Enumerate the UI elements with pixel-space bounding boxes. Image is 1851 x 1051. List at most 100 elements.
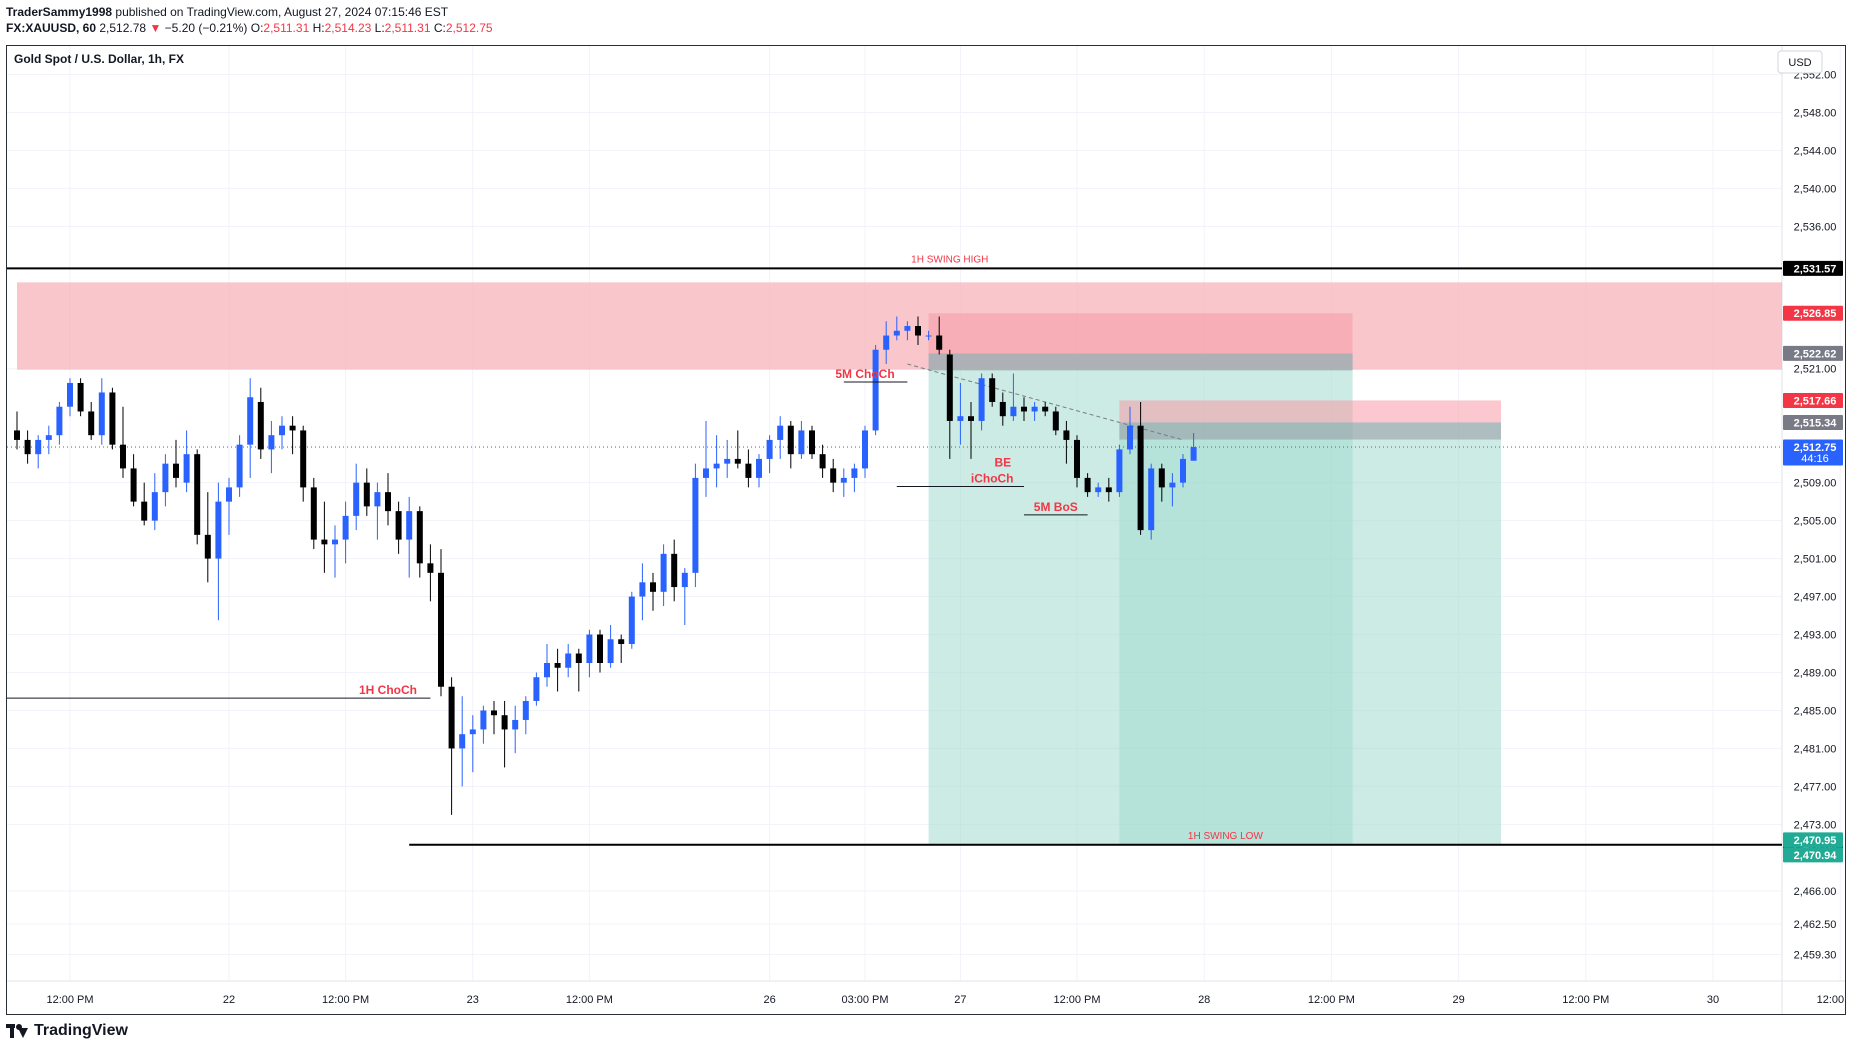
price-tags: 2,531.572,470.852,526.852,522.622,517.66… xyxy=(1783,260,1843,863)
candle-body xyxy=(1180,458,1186,483)
candle-body xyxy=(999,401,1006,417)
candle-body xyxy=(597,634,603,664)
candle-body xyxy=(1137,425,1144,531)
candle-body xyxy=(1010,406,1017,417)
low-value: 2,511.31 xyxy=(384,21,431,35)
candle-body xyxy=(1063,430,1070,440)
candle-body xyxy=(289,425,296,431)
ohlc-line: FX:XAUUSD, 60 2,512.78 ▼ −5.20 (−0.21%) … xyxy=(6,20,1506,36)
time-tick-label: 12:00 PM xyxy=(46,994,93,1006)
price-tag-text: 2,470.94 xyxy=(1794,850,1838,862)
candle-body xyxy=(342,515,349,540)
price-tick-label: 2,544.00 xyxy=(1794,145,1837,157)
currency-label: USD xyxy=(1788,57,1811,69)
candle-body xyxy=(809,430,815,455)
time-tick-label: 12:00 PM xyxy=(1053,994,1100,1006)
annotation-label: iChoCh xyxy=(971,471,1014,485)
annotations: 1H ChoCh 5M ChoCh BE iChoCh 5M BoS xyxy=(7,367,1088,699)
candle-body xyxy=(628,596,635,645)
candle-body xyxy=(109,392,116,445)
price-tick-label: 2,485.00 xyxy=(1794,705,1837,717)
candle-body xyxy=(321,539,328,545)
price-tag-text: 2,526.85 xyxy=(1794,308,1837,320)
candle-body xyxy=(787,425,794,455)
time-tick-label: 27 xyxy=(954,994,966,1006)
candle-body xyxy=(385,492,391,512)
candle-body xyxy=(120,444,126,469)
candle-body xyxy=(332,539,338,545)
zone-short-1-stop xyxy=(928,313,1353,354)
annotation-label: 1H ChoCh xyxy=(359,683,417,697)
candle-body xyxy=(204,534,211,559)
candle-body xyxy=(533,677,540,701)
candle-body xyxy=(88,411,95,436)
candle-body xyxy=(374,492,381,507)
candle-body xyxy=(703,468,709,478)
price-tick-label: 2,481.00 xyxy=(1794,743,1837,755)
last-price-tag-text: 2,512.75 xyxy=(1794,442,1837,454)
price-axis[interactable]: 2,552.002,548.002,544.002,540.002,536.00… xyxy=(1794,69,1837,961)
currency-button[interactable]: USD xyxy=(1777,50,1823,74)
candle-body xyxy=(1074,439,1080,478)
candle-body xyxy=(1031,406,1038,412)
candle-body xyxy=(310,487,317,540)
candle-body xyxy=(130,468,137,502)
time-tick-label: 22 xyxy=(223,994,235,1006)
candle-body xyxy=(14,430,20,440)
candle-body xyxy=(660,553,667,592)
level-price-tag xyxy=(1783,260,1843,276)
tradingview-brand: TradingView xyxy=(34,1022,128,1039)
candle-body xyxy=(194,454,201,535)
candle-body xyxy=(671,553,678,588)
candle-body xyxy=(1042,406,1049,412)
price-levels: 1H SWING HIGH 1H SWING LOW xyxy=(7,254,1782,846)
candle-body xyxy=(565,653,572,668)
annotation-label: 5M BoS xyxy=(1034,500,1078,514)
candle-body xyxy=(469,729,476,735)
price-tick-label: 2,501.00 xyxy=(1794,554,1837,566)
level-label: 1H SWING LOW xyxy=(1188,831,1264,842)
candle-body xyxy=(862,430,868,469)
candle-body xyxy=(247,397,254,445)
candle-body xyxy=(586,634,593,664)
candle-body xyxy=(544,663,550,678)
price-tick-label: 2,548.00 xyxy=(1794,107,1837,119)
price-tick-label: 2,459.30 xyxy=(1794,949,1837,961)
chart-canvas[interactable]: 1H SWING HIGH 1H SWING LOW 1H ChoCh 5M Cho… xyxy=(7,46,1845,1014)
price-tick-label: 2,489.00 xyxy=(1794,667,1837,679)
candle-body xyxy=(459,734,466,749)
candle-body xyxy=(1158,468,1165,488)
time-tick-label: 12:00 PM xyxy=(1562,994,1609,1006)
last-price: 2,512.78 xyxy=(99,21,147,35)
candle-body xyxy=(162,463,169,493)
candle-body xyxy=(395,511,402,540)
price-tick-label: 2,536.00 xyxy=(1794,221,1837,233)
candle-body xyxy=(883,335,890,350)
candle-body xyxy=(830,468,837,483)
candle-body xyxy=(692,477,699,573)
candle-body xyxy=(777,425,784,440)
candle-body xyxy=(1190,447,1197,461)
candle-body xyxy=(1084,477,1091,493)
author-name[interactable]: TraderSammy1998 xyxy=(6,5,113,19)
zone-short-2-stop xyxy=(1119,400,1501,423)
time-tick-label: 30 xyxy=(1707,994,1719,1006)
candle-body xyxy=(1052,411,1059,431)
candle-body xyxy=(512,719,519,730)
candle-body xyxy=(798,430,805,455)
zones xyxy=(17,282,1782,844)
chart-frame[interactable]: 1H SWING HIGH 1H SWING LOW 1H ChoCh 5M Cho… xyxy=(6,45,1846,1015)
candle-body xyxy=(141,501,148,521)
candle-body xyxy=(448,686,455,749)
tradingview-logo[interactable]: TradingView xyxy=(6,1022,128,1040)
grid xyxy=(7,46,1845,1014)
level-price-tag-text: 2,531.57 xyxy=(1794,263,1837,275)
candle-body xyxy=(35,439,42,455)
candle-body xyxy=(406,511,413,540)
annotation-label: 5M ChoCh xyxy=(835,367,894,381)
candle-body xyxy=(98,392,105,436)
time-axis[interactable]: 12:00 PM 22 12:00 PM 23 12:00 PM 26 03:00 PM 27… xyxy=(46,994,1845,1006)
candle-body xyxy=(491,710,497,716)
price-tag xyxy=(1783,414,1843,430)
candle-body xyxy=(236,444,243,488)
